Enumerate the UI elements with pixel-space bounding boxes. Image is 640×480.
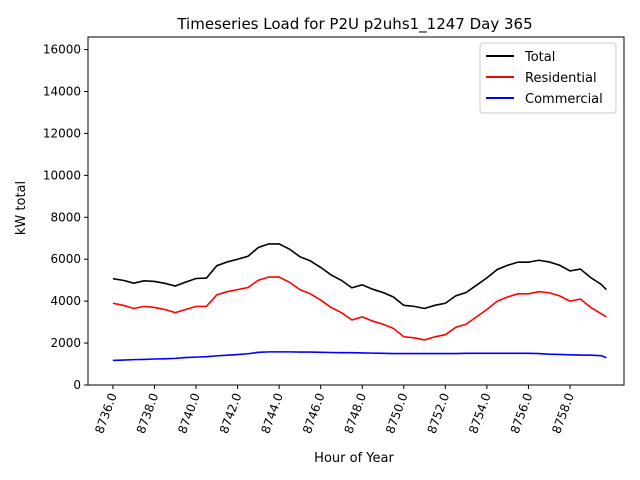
legend-label: Commercial xyxy=(525,92,603,107)
y-tick-label: 12000 xyxy=(43,126,81,140)
y-tick-label: 14000 xyxy=(43,85,81,99)
y-axis-label: kW total xyxy=(14,181,29,235)
y-tick-label: 2000 xyxy=(50,336,81,350)
legend-label: Total xyxy=(524,50,555,65)
chart-title: Timeseries Load for P2U p2uhs1_1247 Day … xyxy=(176,15,532,34)
x-tick-label: 8742.0 xyxy=(217,391,245,435)
x-tick-label: 8750.0 xyxy=(383,391,411,435)
x-tick-label: 8756.0 xyxy=(508,391,536,435)
y-tick-label: 8000 xyxy=(50,210,81,224)
x-tick-label: 8744.0 xyxy=(258,391,286,435)
y-tick-label: 6000 xyxy=(50,252,81,266)
series-line-commercial xyxy=(112,351,607,362)
y-tick-label: 10000 xyxy=(43,168,81,182)
series-line-total xyxy=(112,243,607,310)
y-tick-label: 0 xyxy=(73,378,81,392)
legend-label: Residential xyxy=(525,71,597,86)
x-tick-label: 8748.0 xyxy=(342,391,370,435)
x-tick-label: 8736.0 xyxy=(92,391,120,435)
legend: Total Residential Commercial xyxy=(479,42,617,114)
x-tick-label: 8746.0 xyxy=(300,391,328,435)
x-tick-label: 8752.0 xyxy=(425,391,453,435)
plot-frame xyxy=(87,36,625,386)
x-axis-label: Hour of Year xyxy=(314,451,394,466)
series-line-residential xyxy=(112,276,607,341)
x-tick-label: 8740.0 xyxy=(175,391,203,435)
x-tick-label: 8754.0 xyxy=(466,391,494,435)
y-tick-label: 16000 xyxy=(43,43,81,57)
x-tick-label: 8738.0 xyxy=(134,391,162,435)
y-tick-label: 4000 xyxy=(50,294,81,308)
x-tick-label: 8758.0 xyxy=(549,391,577,435)
